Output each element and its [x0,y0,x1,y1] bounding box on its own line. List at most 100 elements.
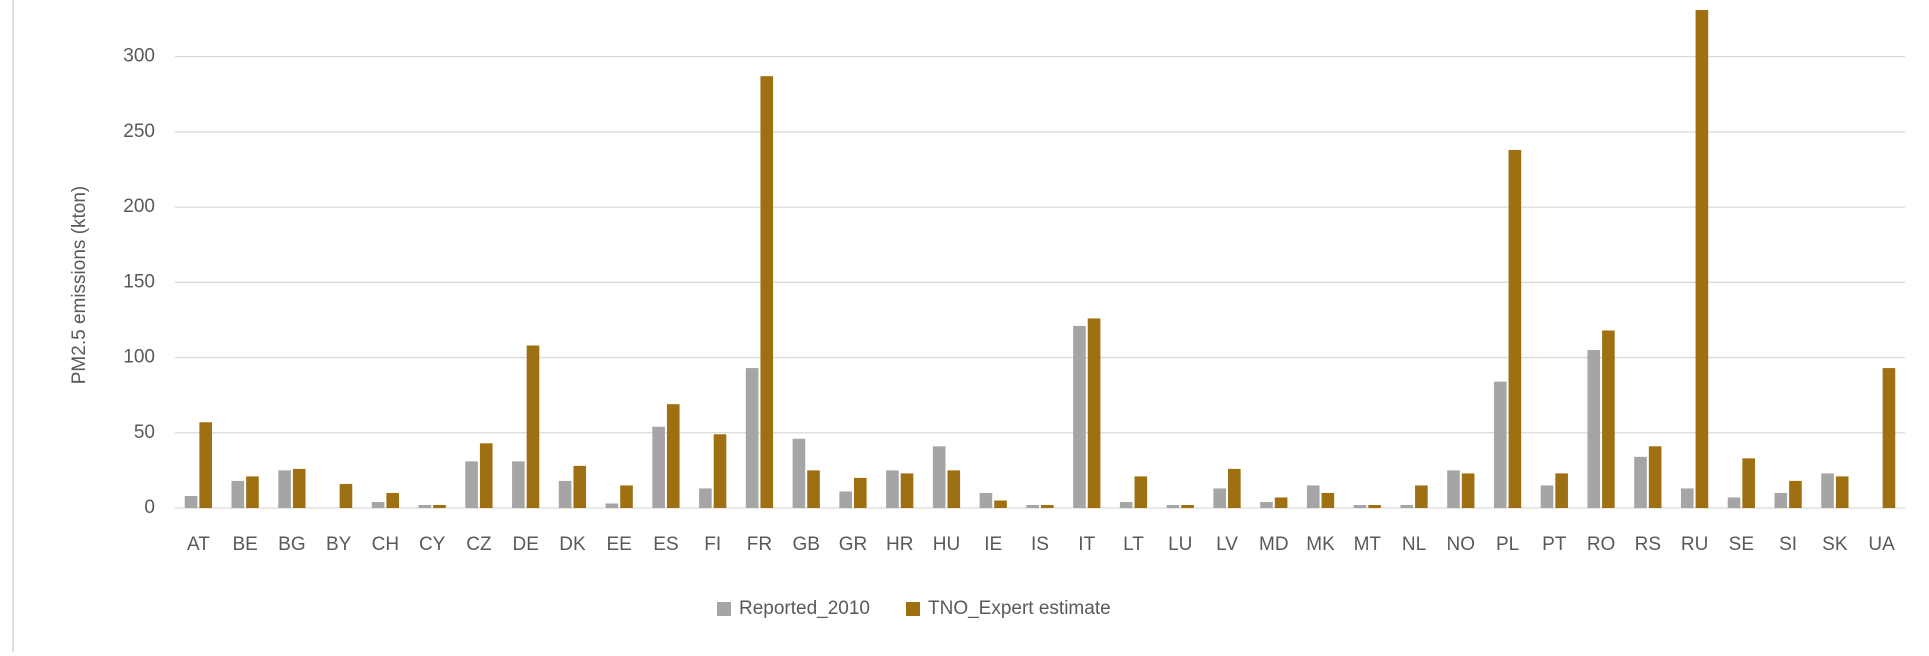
bar [900,473,914,508]
bar [760,76,774,508]
bar [947,470,961,508]
x-tick-label: EE [607,534,632,555]
grid [175,55,1905,509]
x-tick-label: RS [1635,534,1661,555]
bar [371,501,385,508]
bar [1260,501,1273,508]
bar [1400,504,1414,508]
bar [1680,488,1694,508]
bar [1648,446,1662,508]
x-tick-label: NL [1402,534,1426,555]
x-tick-label: IE [984,534,1002,555]
y-tick-label: 250 [123,121,155,142]
bar [979,492,993,508]
bar [1041,504,1054,508]
x-tick-label: PT [1542,534,1567,555]
y-tick-label: 100 [123,347,155,368]
bar [418,504,432,508]
bar [199,422,213,508]
x-tick-label: IS [1031,534,1049,555]
bar [853,477,867,508]
bar [512,461,525,508]
bar [573,465,587,508]
x-tick-label: ES [653,534,678,555]
y-axis-label: PM2.5 emissions (kton) [69,186,90,385]
x-tick-label: GB [792,534,819,555]
bar [558,480,572,508]
x-tick-label: SK [1822,534,1848,555]
x-tick-label: RO [1587,534,1616,555]
bar [526,345,540,508]
legend-swatch [906,602,920,616]
x-tick-label: GR [839,534,868,555]
bar [1634,456,1647,508]
x-tick-label: BE [232,534,257,555]
bar [1306,485,1320,508]
bar [713,434,727,508]
bar [1789,480,1802,508]
y-tick-label: 150 [123,271,155,292]
bar [1587,350,1601,508]
bar [1228,468,1241,508]
x-tick-label: HR [886,534,913,555]
y-tick-label: 200 [123,196,155,217]
x-tick-label: DK [559,534,586,555]
bar [1821,473,1834,508]
bar [1368,504,1381,508]
y-tick-label: 50 [134,422,155,443]
bar [1555,473,1568,508]
bar [1026,504,1039,508]
x-tick-label: BG [278,534,305,555]
bar [605,503,619,508]
bar [886,470,899,508]
x-tick-label: MD [1259,534,1289,555]
bar [1087,318,1101,508]
bar [433,504,446,508]
bar [1447,470,1460,508]
bar [465,461,478,508]
bar [479,443,493,508]
y-tick-label: 300 [123,46,155,67]
legend-label: TNO_Expert estimate [928,598,1111,619]
bar [278,470,291,508]
bar [1882,368,1896,508]
bar [1353,504,1367,508]
bar [652,426,665,508]
bar [1461,473,1475,508]
bar [839,491,852,508]
x-tick-label: NO [1447,534,1476,555]
legend-swatch [717,602,731,616]
bar [1274,497,1288,508]
x-tick-label: SE [1729,534,1754,555]
x-tick-label: UA [1868,534,1895,555]
bar [666,404,680,508]
bar [1540,485,1554,508]
x-tick-label: IT [1078,534,1095,555]
x-tick-label: FR [747,534,772,555]
x-tick-label: LT [1123,534,1144,555]
bar [184,495,198,508]
bar [386,492,400,508]
x-tick-label: RU [1681,534,1708,555]
bar [745,368,759,508]
bar [1119,501,1133,508]
x-tick-label: CY [419,534,446,555]
x-tick-label: CZ [466,534,492,555]
bar [1073,325,1086,508]
bars [184,10,1896,509]
y-tick-label: 0 [144,497,155,518]
bar [1742,458,1755,508]
x-tick-label: LV [1216,534,1238,555]
bar [1493,381,1507,508]
bar [1508,149,1522,508]
bar [1695,10,1709,509]
bar [1181,504,1194,508]
x-tick-label: BY [326,534,352,555]
bar [1166,504,1180,508]
bar [1727,497,1741,508]
legend-label: Reported_2010 [739,598,870,619]
x-tick-label: PL [1496,534,1519,555]
bar [246,476,259,508]
bar [1213,488,1227,508]
